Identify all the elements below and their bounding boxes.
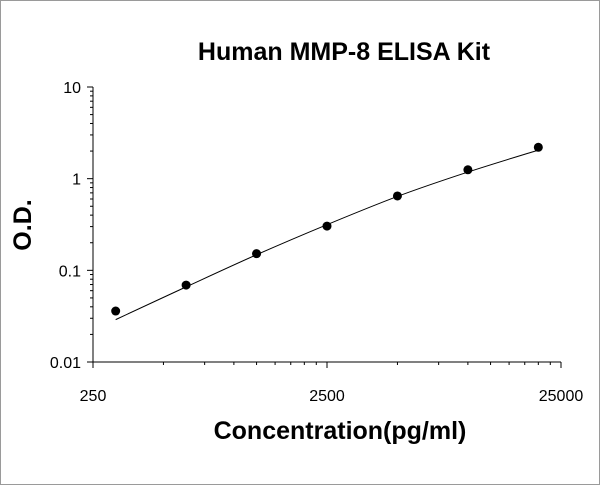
data-points bbox=[111, 142, 543, 316]
fit-curve bbox=[115, 149, 539, 321]
data-point bbox=[392, 191, 402, 201]
data-point bbox=[111, 306, 121, 316]
fit-curve-group bbox=[115, 149, 539, 321]
data-point bbox=[252, 249, 262, 259]
y-tick-label: 0.1 bbox=[59, 263, 81, 280]
x-axis-label: Concentration(pg/ml) bbox=[214, 417, 467, 445]
data-point bbox=[322, 221, 332, 231]
data-point bbox=[533, 142, 543, 152]
y-tick-label: 0.01 bbox=[50, 355, 81, 372]
x-tick-label: 250 bbox=[80, 388, 107, 405]
data-point bbox=[463, 165, 473, 175]
data-point bbox=[181, 280, 191, 290]
y-tick-label: 10 bbox=[63, 80, 81, 97]
y-axis-label: O.D. bbox=[9, 199, 37, 250]
chart-title: Human MMP-8 ELISA Kit bbox=[198, 38, 491, 66]
x-tick-label: 25000 bbox=[539, 388, 584, 405]
y-tick-label: 1 bbox=[72, 172, 81, 189]
axes: 10 1 0.1 0.01 250 2500 25000 bbox=[50, 80, 583, 405]
x-tick-label: 2500 bbox=[309, 388, 345, 405]
